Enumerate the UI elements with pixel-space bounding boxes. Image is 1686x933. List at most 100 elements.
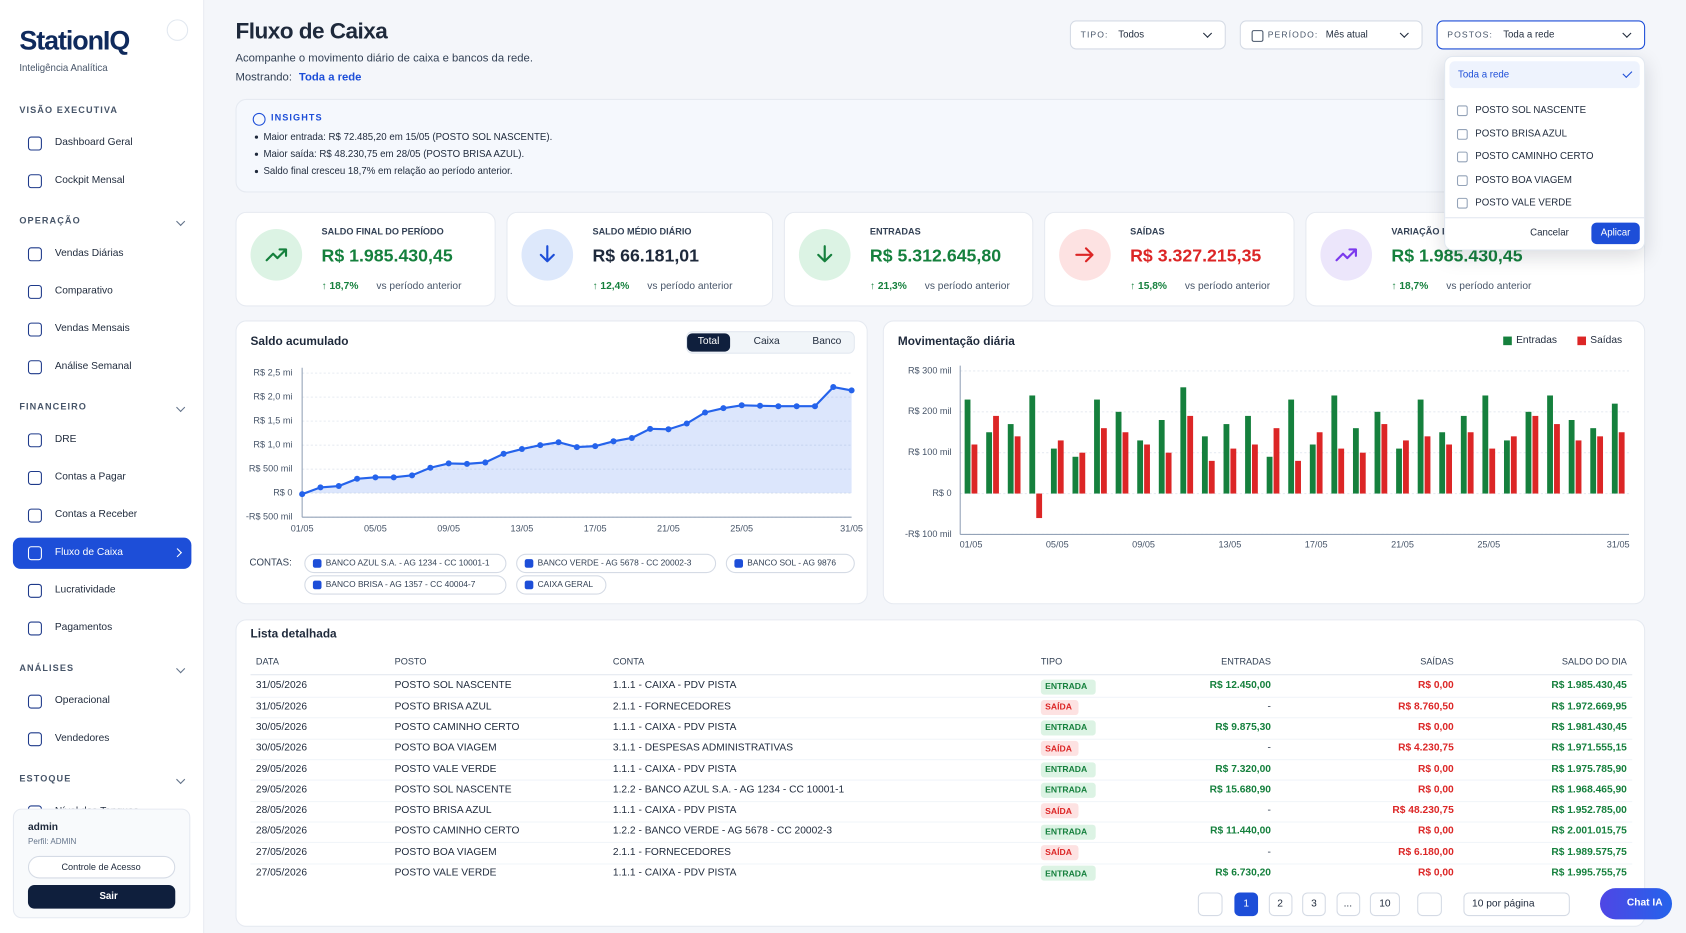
page-button[interactable]: [1234, 892, 1259, 917]
logout-button[interactable]: [27, 884, 176, 909]
page-prev[interactable]: [1197, 892, 1223, 917]
nav-item[interactable]: Vendas Diárias: [54, 247, 124, 259]
account-label[interactable]: BANCO VERDE - AG 5678 - CC 20002-3: [537, 557, 692, 568]
kpi-value: R$ 1.985.430,45: [1391, 246, 1523, 266]
page-button[interactable]: [1336, 892, 1360, 917]
filter-value[interactable]: Todos: [1118, 29, 1145, 40]
nav-item[interactable]: Análise Semanal: [54, 360, 132, 372]
nav-item[interactable]: Comparativo: [54, 284, 113, 297]
nav-item[interactable]: Contas a Receber: [54, 508, 138, 521]
option-label[interactable]: Toda a rede: [1458, 68, 1510, 80]
nav-item[interactable]: Pagamentos: [54, 621, 113, 634]
filter-value[interactable]: Mês atual: [1325, 29, 1368, 40]
kpi-value: R$ 3.327.215,35: [1130, 246, 1262, 266]
per-page-label[interactable]: 10 por página: [1472, 898, 1535, 911]
nav-item-active[interactable]: [12, 537, 192, 569]
account-checkbox: [524, 559, 534, 568]
cancel-button[interactable]: Cancelar: [1530, 227, 1569, 238]
insight-item: Maior saída: R$ 48.230,75 em 28/05 (POST…: [263, 148, 525, 160]
nav-item[interactable]: Operacional: [54, 694, 110, 707]
option-label[interactable]: POSTO VALE VERDE: [1475, 196, 1572, 208]
user-name: admin: [27, 821, 59, 834]
column-header[interactable]: DATA: [255, 656, 279, 668]
type-badge: [1040, 803, 1079, 819]
filter-select[interactable]: [1069, 20, 1226, 50]
nav-icon: [27, 583, 42, 598]
account-label[interactable]: CAIXA GERAL: [537, 579, 594, 590]
nav-item[interactable]: Fluxo de Caixa: [54, 546, 123, 558]
nav-section-title: ESTOQUE: [19, 773, 72, 785]
page-label[interactable]: 1: [1243, 898, 1250, 911]
collapse-button[interactable]: [166, 19, 189, 41]
account-chip[interactable]: [516, 575, 607, 595]
accounts-label: CONTAS:: [249, 557, 292, 568]
option-label[interactable]: POSTO BRISA AZUL: [1475, 127, 1568, 139]
nav-item[interactable]: Lucratividade: [54, 583, 116, 596]
option-checkbox[interactable]: [1456, 151, 1468, 163]
legend-swatch: [1503, 336, 1512, 346]
account-chip[interactable]: [516, 553, 717, 574]
type-label: SAÍDA: [1045, 806, 1072, 816]
nav-item[interactable]: Dashboard Geral: [54, 136, 133, 149]
legend-swatch: [1577, 336, 1587, 346]
page-label[interactable]: 3: [1311, 898, 1317, 911]
nav-item[interactable]: Contas a Pagar: [54, 470, 126, 483]
page-button[interactable]: [1369, 892, 1400, 917]
account-chip[interactable]: [304, 575, 507, 595]
account-chip[interactable]: [304, 553, 507, 574]
table-cell: -: [1267, 700, 1271, 713]
table-cell: 29/05/2026: [255, 783, 308, 796]
kpi-icon: [1059, 229, 1111, 281]
row-rule: [250, 842, 1633, 844]
filter-label: PERÍODO:: [1267, 29, 1319, 40]
option-checkbox[interactable]: [1456, 174, 1468, 186]
kpi-label: SALDO FINAL DO PERÍODO: [321, 226, 444, 238]
account-chip[interactable]: [725, 553, 855, 574]
account-label[interactable]: BANCO SOL - AG 9876: [747, 557, 836, 568]
nav-item[interactable]: Vendas Mensais: [54, 322, 130, 335]
page-next[interactable]: [1417, 892, 1442, 917]
toggle-option[interactable]: Total: [697, 335, 720, 348]
apply-button[interactable]: [1591, 222, 1640, 245]
toggle-active[interactable]: [687, 333, 731, 352]
kpi-note: vs período anterior: [924, 280, 1010, 293]
option-checkbox[interactable]: [1456, 105, 1468, 117]
logout-label[interactable]: Sair: [99, 890, 118, 902]
insights-card: [235, 98, 1646, 193]
account-label[interactable]: BANCO AZUL S.A. - AG 1234 - CC 10001-1: [325, 557, 490, 568]
page-button[interactable]: [1268, 892, 1292, 917]
bullet: [254, 152, 259, 156]
chat-label[interactable]: Chat IA: [1626, 897, 1663, 909]
access-button[interactable]: [27, 855, 176, 879]
apply-label[interactable]: Aplicar: [1600, 227, 1631, 238]
per-page-select[interactable]: [1463, 892, 1570, 917]
access-label[interactable]: Controle de Acesso: [61, 861, 141, 873]
nav-item[interactable]: Cockpit Mensal: [54, 173, 125, 186]
option-label[interactable]: POSTO CAMINHO CERTO: [1475, 150, 1594, 162]
page-button[interactable]: [1302, 892, 1326, 917]
filter-select[interactable]: [1239, 20, 1423, 50]
table-cell: R$ 6.730,20: [1215, 866, 1271, 879]
row-rule: [250, 759, 1633, 761]
brand: StationIQ: [19, 25, 130, 56]
account-label[interactable]: BANCO BRISA - AG 1357 - CC 40004-7: [325, 579, 476, 590]
nav-item[interactable]: Vendedores: [54, 732, 110, 744]
option-checkbox[interactable]: [1456, 128, 1468, 140]
kpi-label: ENTRADAS: [869, 226, 921, 238]
chat-button[interactable]: [1599, 888, 1673, 920]
nav-item[interactable]: DRE: [54, 433, 77, 445]
page-label[interactable]: 2: [1277, 898, 1283, 911]
option-label[interactable]: POSTO SOL NASCENTE: [1475, 104, 1587, 116]
filter-value[interactable]: Toda a rede: [1503, 29, 1555, 40]
option-label[interactable]: POSTO BOA VIAGEM: [1475, 173, 1572, 185]
page-label[interactable]: 10: [1379, 898, 1391, 911]
toggle-option[interactable]: Caixa: [753, 335, 780, 348]
page-label[interactable]: ...: [1343, 898, 1353, 911]
option-selected[interactable]: [1449, 61, 1640, 89]
table-cell: R$ 8.760,50: [1398, 700, 1454, 713]
account-checkbox: [734, 559, 744, 568]
option-checkbox[interactable]: [1456, 197, 1468, 209]
toggle-option[interactable]: Banco: [812, 335, 842, 348]
kpi-label: SAÍDAS: [1130, 226, 1165, 238]
filter-select[interactable]: [1436, 20, 1646, 50]
